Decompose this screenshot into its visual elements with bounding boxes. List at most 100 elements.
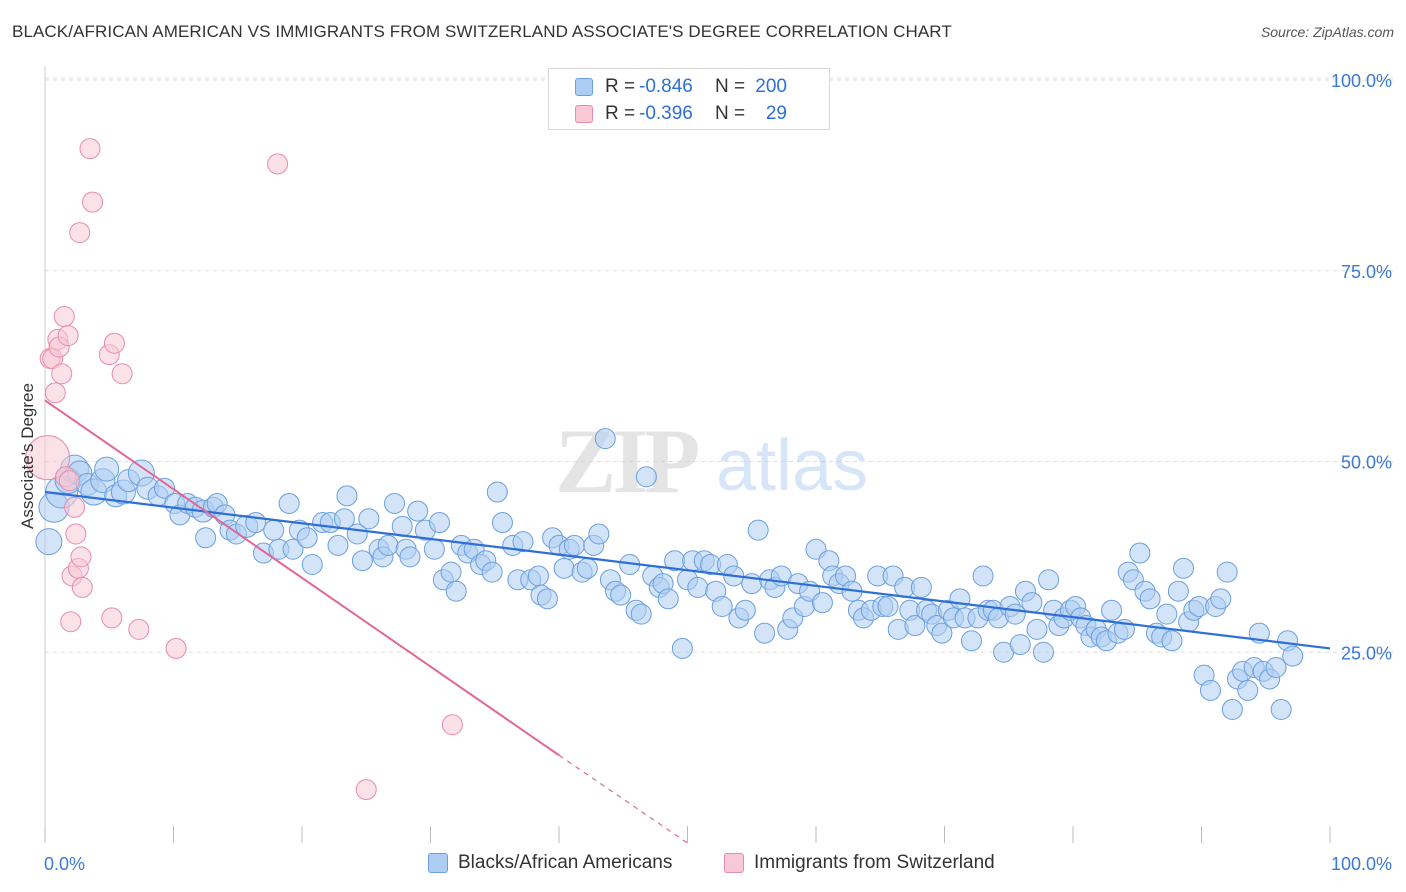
data-point-swiss [58, 470, 80, 492]
n-value: 29 [765, 103, 787, 124]
data-point-blacks [296, 527, 318, 549]
data-point-blacks [486, 481, 508, 503]
r-label: R = [605, 76, 636, 97]
data-point-swiss [71, 576, 93, 598]
data-point-blacks [563, 534, 585, 556]
data-point-blacks [35, 528, 63, 556]
n-value: 200 [755, 76, 787, 97]
data-point-blacks [1167, 580, 1189, 602]
legend-row-swiss: R = -0.396 N = 29 [575, 102, 787, 126]
data-point-blacks [754, 622, 776, 644]
r-value: -0.846 [639, 76, 693, 97]
data-point-blacks [960, 630, 982, 652]
legend-row-blacks: R = -0.846 N = 200 [575, 75, 787, 99]
data-point-blacks [327, 534, 349, 556]
data-point-blacks [1009, 634, 1031, 656]
data-point-blacks [423, 538, 445, 560]
data-point-blacks [536, 588, 558, 610]
data-point-blacks [1156, 603, 1178, 625]
data-point-swiss [165, 637, 187, 659]
data-point-blacks [527, 565, 549, 587]
data-point-swiss [25, 435, 71, 481]
data-point-blacks [282, 538, 304, 560]
trend-lines [44, 399, 1331, 844]
data-point-swiss [53, 306, 75, 328]
data-point-blacks [512, 531, 534, 553]
y-tick-label: 50.0% [1341, 453, 1392, 473]
data-point-blacks [949, 588, 971, 610]
data-point-blacks [734, 599, 756, 621]
data-point-blacks [491, 512, 513, 534]
legend-item-swiss: Immigrants from Switzerland [724, 852, 995, 874]
data-point-blacks [1265, 657, 1287, 679]
data-point-blacks [904, 615, 926, 637]
legend-swatch-blue [575, 78, 593, 96]
data-point-blacks [1032, 641, 1054, 663]
series-legend: Blacks/African Americans Immigrants from… [0, 852, 1406, 878]
data-point-blacks [245, 512, 267, 534]
data-point-blacks [576, 557, 598, 579]
watermark: ZIP atlas [555, 410, 868, 512]
data-point-swiss [51, 363, 73, 385]
data-point-blacks [428, 512, 450, 534]
data-point-blacks [399, 546, 421, 568]
legend-swatch-pink [724, 853, 744, 873]
n-label: N = [715, 76, 746, 97]
data-point-blacks [1139, 588, 1161, 610]
data-point-blacks [711, 595, 733, 617]
data-point-swiss [79, 138, 101, 160]
n-label: N = [715, 103, 746, 124]
legend-swatch-pink [575, 105, 593, 123]
data-point-swiss [101, 607, 123, 629]
data-point-swiss [69, 222, 91, 244]
series-blacks-points [35, 428, 1304, 720]
legend-label-blacks: Blacks/African Americans [458, 852, 673, 873]
data-point-blacks [1199, 679, 1221, 701]
data-point-blacks [445, 580, 467, 602]
x-tick-label: 100.0% [1331, 854, 1392, 874]
data-point-blacks [1216, 561, 1238, 583]
data-point-swiss [267, 153, 289, 175]
data-point-blacks [594, 428, 616, 450]
data-point-blacks [1026, 618, 1048, 640]
data-point-blacks [610, 584, 632, 606]
data-point-swiss [60, 611, 82, 633]
data-point-blacks [384, 492, 406, 514]
data-point-blacks [1004, 603, 1026, 625]
data-point-swiss [355, 779, 377, 801]
data-point-blacks [553, 557, 575, 579]
data-point-blacks [1282, 645, 1304, 667]
y-tick-labels: 25.0% 50.0% 75.0% 100.0% [1331, 71, 1392, 663]
data-point-blacks [154, 477, 176, 499]
data-point-blacks [811, 592, 833, 614]
data-point-swiss [64, 496, 86, 518]
data-point-blacks [1038, 569, 1060, 591]
data-point-swiss [65, 523, 87, 545]
y-tick-label: 100.0% [1331, 71, 1392, 91]
data-point-blacks [1173, 557, 1195, 579]
data-point-blacks [440, 561, 462, 583]
trend-line-swiss [44, 399, 560, 757]
data-point-swiss [111, 363, 133, 385]
data-point-blacks [94, 456, 120, 482]
x-tick-label: 0.0% [44, 854, 85, 874]
data-point-blacks [358, 508, 380, 530]
data-point-swiss [57, 325, 79, 347]
data-point-blacks [278, 492, 300, 514]
data-point-blacks [1161, 630, 1183, 652]
data-point-blacks [972, 565, 994, 587]
data-point-swiss [44, 382, 66, 404]
data-point-blacks [1221, 698, 1243, 720]
data-point-swiss [128, 618, 150, 640]
trend-line-blacks [44, 490, 1331, 650]
legend-label-swiss: Immigrants from Switzerland [754, 852, 995, 873]
data-point-blacks [263, 519, 285, 541]
data-point-swiss [441, 714, 463, 736]
data-point-blacks [877, 595, 899, 617]
series-swiss-points [25, 138, 463, 801]
data-point-blacks [336, 485, 358, 507]
data-point-blacks [588, 523, 610, 545]
data-point-blacks [407, 500, 429, 522]
data-point-blacks [1129, 542, 1151, 564]
